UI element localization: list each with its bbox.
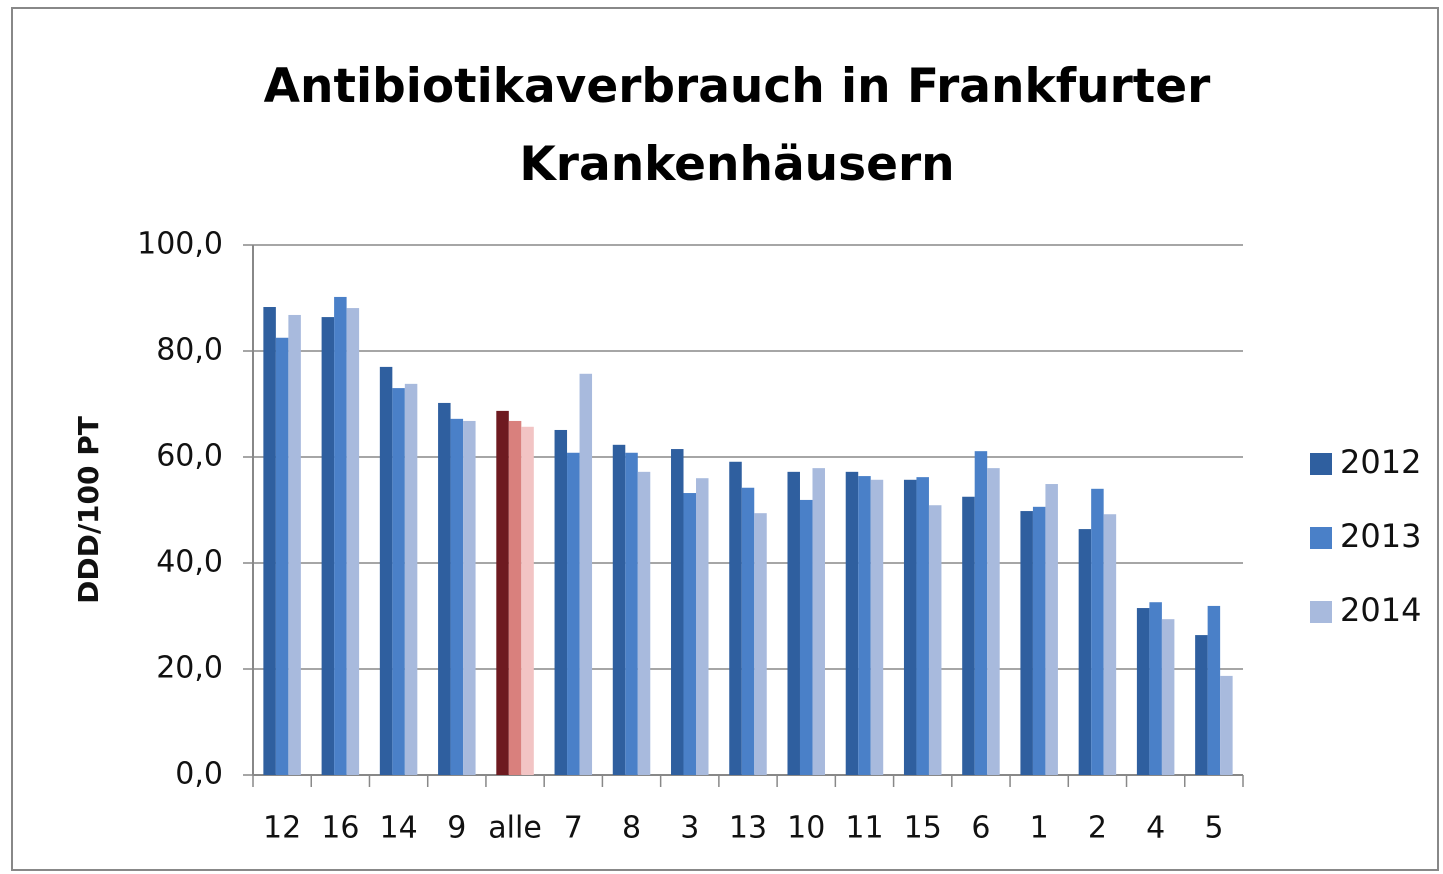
legend-swatch bbox=[1310, 453, 1332, 475]
bar bbox=[799, 499, 813, 775]
bar bbox=[438, 402, 451, 775]
bar bbox=[263, 307, 276, 775]
x-tick-label: 14 bbox=[379, 811, 417, 846]
bar bbox=[974, 451, 988, 775]
bar bbox=[1103, 514, 1117, 775]
bar bbox=[1091, 488, 1104, 775]
bar bbox=[812, 468, 825, 775]
bar bbox=[288, 314, 301, 775]
bar bbox=[870, 479, 884, 775]
bar bbox=[612, 444, 626, 775]
x-tick-label: alle bbox=[488, 811, 542, 846]
bar bbox=[637, 471, 651, 775]
legend-label: 2012 bbox=[1340, 443, 1421, 481]
bar bbox=[845, 471, 859, 775]
bar bbox=[379, 366, 393, 775]
bar bbox=[1207, 605, 1221, 775]
x-tick-label: 2 bbox=[1088, 811, 1107, 846]
bar bbox=[521, 426, 534, 775]
x-tick-label: 16 bbox=[321, 811, 359, 846]
bar bbox=[579, 373, 593, 775]
x-tick-label: 5 bbox=[1204, 811, 1223, 846]
bar bbox=[987, 468, 1000, 775]
x-tick-label: 1 bbox=[1030, 811, 1049, 846]
legend-label: 2013 bbox=[1340, 517, 1421, 555]
bar bbox=[275, 337, 289, 775]
bar bbox=[671, 449, 684, 775]
bar bbox=[1078, 529, 1092, 775]
legend-swatch bbox=[1310, 601, 1332, 623]
y-axis-label: DDD/100 PT bbox=[72, 416, 105, 604]
bar bbox=[334, 296, 347, 775]
bar bbox=[916, 477, 929, 775]
y-tick-label: 20,0 bbox=[156, 651, 223, 686]
bar bbox=[1195, 635, 1208, 775]
bar bbox=[346, 308, 360, 775]
bar bbox=[1149, 602, 1162, 775]
x-tick-label: 7 bbox=[564, 811, 583, 846]
bar bbox=[754, 513, 767, 775]
bar bbox=[696, 478, 709, 775]
bar bbox=[729, 461, 742, 775]
bar bbox=[392, 388, 405, 775]
bar bbox=[903, 479, 917, 775]
bar bbox=[1020, 511, 1033, 775]
bar bbox=[741, 487, 755, 775]
chart-border bbox=[11, 7, 1439, 871]
bar bbox=[962, 496, 975, 775]
bar bbox=[404, 383, 418, 775]
y-tick-label: 100,0 bbox=[137, 227, 223, 262]
y-tick-label: 40,0 bbox=[156, 545, 223, 580]
bar bbox=[1032, 506, 1046, 775]
x-tick-label: 8 bbox=[622, 811, 641, 846]
bar bbox=[928, 505, 942, 775]
x-tick-label: 12 bbox=[263, 811, 301, 846]
y-tick-label: 60,0 bbox=[156, 439, 223, 474]
bar bbox=[496, 410, 509, 775]
bar bbox=[1220, 675, 1233, 775]
x-tick-label: 10 bbox=[787, 811, 825, 846]
x-tick-label: 15 bbox=[904, 811, 942, 846]
bar bbox=[1136, 608, 1150, 775]
bar bbox=[554, 429, 568, 775]
bar bbox=[567, 452, 580, 775]
legend-label: 2014 bbox=[1340, 591, 1421, 629]
x-tick-label: 13 bbox=[729, 811, 767, 846]
x-tick-label: 3 bbox=[680, 811, 699, 846]
bar bbox=[787, 471, 800, 775]
bar bbox=[625, 452, 638, 775]
x-tick-label: 11 bbox=[845, 811, 883, 846]
x-tick-label: 6 bbox=[971, 811, 990, 846]
bar bbox=[1161, 619, 1175, 775]
chart-title: Antibiotikaverbrauch in Frankfurter Kran… bbox=[263, 59, 1211, 192]
bar bbox=[508, 420, 522, 775]
bar bbox=[463, 420, 476, 775]
x-tick-label: 9 bbox=[447, 811, 466, 846]
x-tick-label: 4 bbox=[1146, 811, 1165, 846]
legend-swatch bbox=[1310, 527, 1332, 549]
bar bbox=[450, 418, 464, 775]
bar bbox=[1045, 484, 1058, 775]
bar bbox=[858, 476, 871, 775]
bar bbox=[321, 317, 335, 775]
y-tick-label: 80,0 bbox=[156, 333, 223, 368]
y-tick-label: 0,0 bbox=[175, 757, 223, 792]
bar bbox=[683, 493, 697, 775]
